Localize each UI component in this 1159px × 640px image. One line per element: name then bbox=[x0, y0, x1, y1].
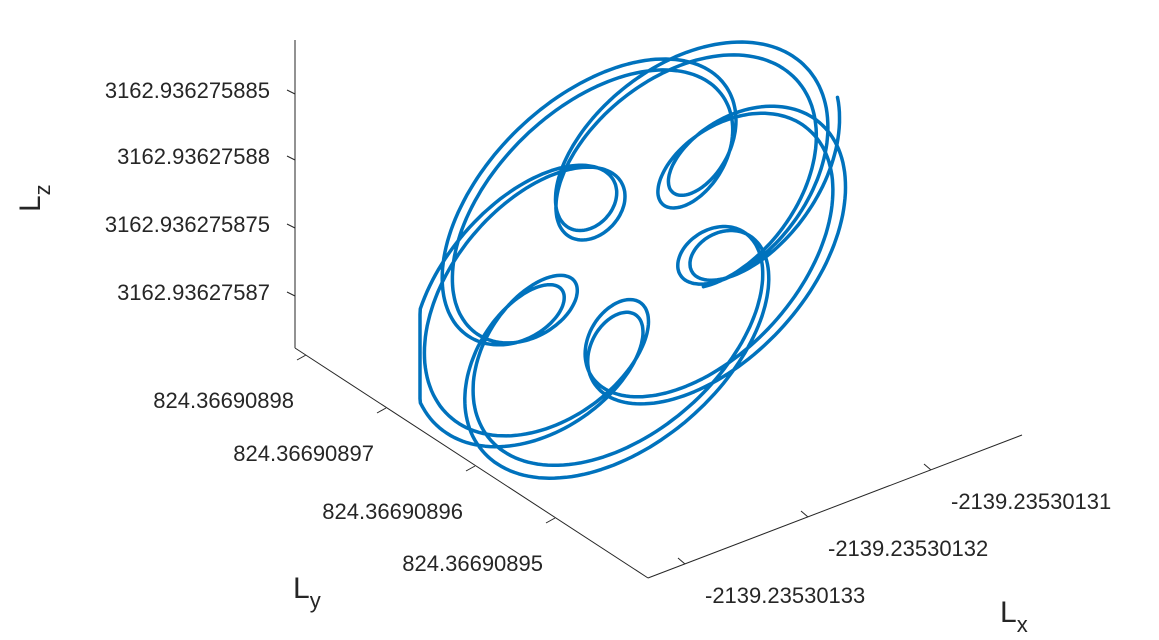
tick-labels: 3162.93627587 3162.936275875 3162.93627588… bbox=[105, 78, 1111, 608]
series-curve bbox=[418, 40, 848, 480]
z-tick bbox=[286, 89, 296, 95]
z-tick-label: 3162.936275885 bbox=[105, 78, 270, 103]
y-tick-label: 824.36690895 bbox=[402, 551, 543, 576]
z-tick bbox=[286, 291, 296, 297]
y-tick bbox=[545, 517, 556, 524]
x-tick-label: -2139.23530133 bbox=[705, 583, 865, 608]
x-tick-label: -2139.23530132 bbox=[828, 536, 988, 561]
x-tick bbox=[677, 557, 686, 565]
z-axis-label: Lz bbox=[14, 184, 55, 212]
x-tick bbox=[800, 510, 809, 518]
y-axis-line bbox=[294, 347, 649, 579]
y-axis-label: Ly bbox=[293, 572, 321, 613]
y-tick-label: 824.36690898 bbox=[153, 388, 294, 413]
ticks bbox=[286, 89, 932, 565]
x-axis-label: Lx bbox=[1000, 596, 1028, 637]
z-tick bbox=[286, 155, 296, 161]
axes bbox=[294, 40, 1023, 579]
z-tick-label: 3162.936275875 bbox=[105, 212, 270, 237]
z-tick bbox=[286, 223, 296, 229]
y-tick-label: 824.36690896 bbox=[322, 499, 463, 524]
z-tick-label: 3162.93627588 bbox=[117, 144, 270, 169]
y-tick bbox=[376, 407, 387, 414]
z-tick-label: 3162.93627587 bbox=[117, 280, 270, 305]
x-tick-label: -2139.23530131 bbox=[951, 489, 1111, 514]
x-tick bbox=[923, 463, 932, 471]
y-tick-label: 824.36690897 bbox=[233, 441, 374, 466]
y-tick bbox=[296, 354, 307, 361]
y-tick bbox=[465, 465, 476, 472]
x-axis-line bbox=[647, 434, 1023, 579]
